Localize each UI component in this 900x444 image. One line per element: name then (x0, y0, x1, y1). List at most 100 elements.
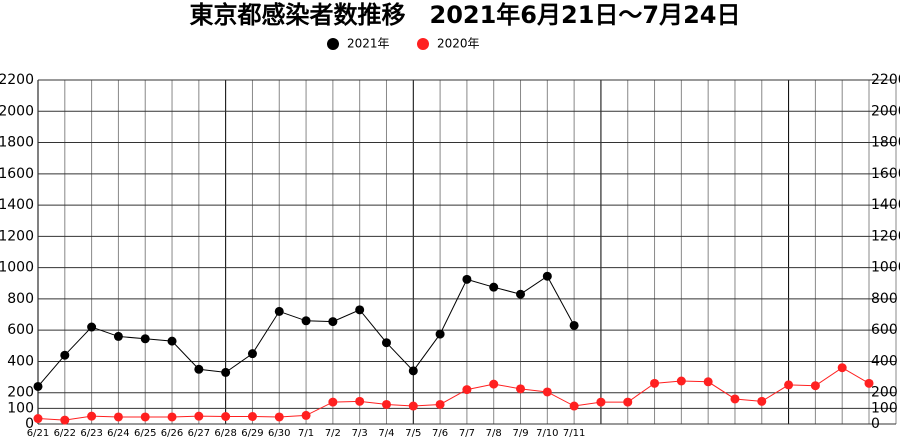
data-point (194, 411, 204, 421)
x-tick-label: 6/21 (27, 428, 49, 439)
x-tick-label: 6/30 (268, 428, 290, 439)
legend-marker (417, 38, 429, 50)
data-point (381, 338, 391, 348)
y-tick-label-right: 100 (871, 400, 898, 416)
data-point (301, 316, 311, 326)
y-tick-label: 1200 (0, 228, 34, 244)
data-point (33, 381, 43, 391)
data-point (516, 289, 526, 299)
y-tick-label-right: 0 (871, 416, 880, 432)
data-point (167, 412, 177, 422)
data-point (569, 401, 579, 411)
x-tick-label: 7/5 (405, 428, 421, 439)
data-point (569, 320, 579, 330)
y-tick-label: 1800 (0, 135, 34, 151)
data-point (623, 397, 633, 407)
x-tick-label: 7/9 (512, 428, 528, 439)
data-point (60, 350, 70, 360)
y-tick-label-right: 200 (871, 385, 898, 401)
x-tick-label: 6/25 (134, 428, 156, 439)
data-point (140, 412, 150, 422)
data-point (489, 282, 499, 292)
y-tick-label: 100 (7, 400, 34, 416)
data-point (221, 411, 231, 421)
y-tick-label: 600 (7, 322, 34, 338)
y-tick-label-right: 1800 (871, 135, 900, 151)
data-point (301, 410, 311, 420)
y-tick-label: 400 (7, 353, 34, 369)
data-point (516, 384, 526, 394)
x-tick-label: 6/27 (188, 428, 210, 439)
data-point (381, 399, 391, 409)
x-tick-label: 7/7 (459, 428, 475, 439)
x-tick-label: 7/11 (563, 428, 585, 439)
legend-marker (327, 38, 339, 50)
data-point (87, 322, 97, 332)
data-point (247, 411, 257, 421)
y-tick-label: 800 (7, 291, 34, 307)
data-point (810, 381, 820, 391)
data-point (328, 397, 338, 407)
data-point (837, 363, 847, 373)
x-tick-label: 6/28 (214, 428, 236, 439)
data-point (247, 349, 257, 359)
data-point (33, 414, 43, 424)
data-point (784, 380, 794, 390)
data-point (435, 399, 445, 409)
data-point (676, 376, 686, 386)
data-point (730, 394, 740, 404)
x-tick-label: 6/26 (161, 428, 183, 439)
x-tick-label: 7/8 (486, 428, 502, 439)
y-tick-label: 2200 (0, 72, 34, 88)
data-point (408, 366, 418, 376)
data-point (113, 331, 123, 341)
data-point (462, 274, 472, 284)
y-tick-label: 0 (25, 416, 34, 432)
data-point (274, 306, 284, 316)
x-tick-label: 6/23 (80, 428, 102, 439)
data-point (194, 364, 204, 374)
data-point (87, 411, 97, 421)
x-tick-label: 7/4 (378, 428, 394, 439)
x-tick-label: 7/2 (325, 428, 341, 439)
data-point (60, 415, 70, 425)
y-tick-label-right: 1000 (871, 260, 900, 276)
y-tick-label-right: 400 (871, 353, 898, 369)
legend-label: 2020年 (437, 37, 480, 51)
y-tick-label: 1000 (0, 260, 34, 276)
data-point (355, 305, 365, 315)
data-point (650, 378, 660, 388)
data-point (542, 271, 552, 281)
data-point (328, 317, 338, 327)
data-point (408, 401, 418, 411)
data-point (757, 396, 767, 406)
data-point (596, 397, 606, 407)
x-tick-label: 7/10 (536, 428, 558, 439)
data-point (462, 385, 472, 395)
y-tick-label: 200 (7, 385, 34, 401)
y-tick-label-right: 800 (871, 291, 898, 307)
x-tick-label: 7/3 (352, 428, 368, 439)
series-line (37, 367, 870, 421)
data-point (140, 334, 150, 344)
y-tick-label: 1600 (0, 166, 34, 182)
chart-title: 東京都感染者数推移 2021年6月21日～7月24日 (190, 1, 741, 29)
x-tick-label: 6/29 (241, 428, 263, 439)
y-tick-label-right: 600 (871, 322, 898, 338)
data-point (221, 367, 231, 377)
x-tick-label: 7/6 (432, 428, 448, 439)
y-tick-label-right: 1400 (871, 197, 900, 213)
x-tick-label: 6/24 (107, 428, 129, 439)
data-point (167, 336, 177, 346)
data-point (274, 412, 284, 422)
data-point (703, 377, 713, 387)
x-tick-label: 6/22 (54, 428, 76, 439)
data-point (435, 329, 445, 339)
y-tick-label: 1400 (0, 197, 34, 213)
y-tick-label-right: 1200 (871, 228, 900, 244)
data-point (542, 387, 552, 397)
data-point (489, 379, 499, 389)
legend-label: 2021年 (347, 37, 390, 51)
y-tick-label: 2000 (0, 103, 34, 119)
